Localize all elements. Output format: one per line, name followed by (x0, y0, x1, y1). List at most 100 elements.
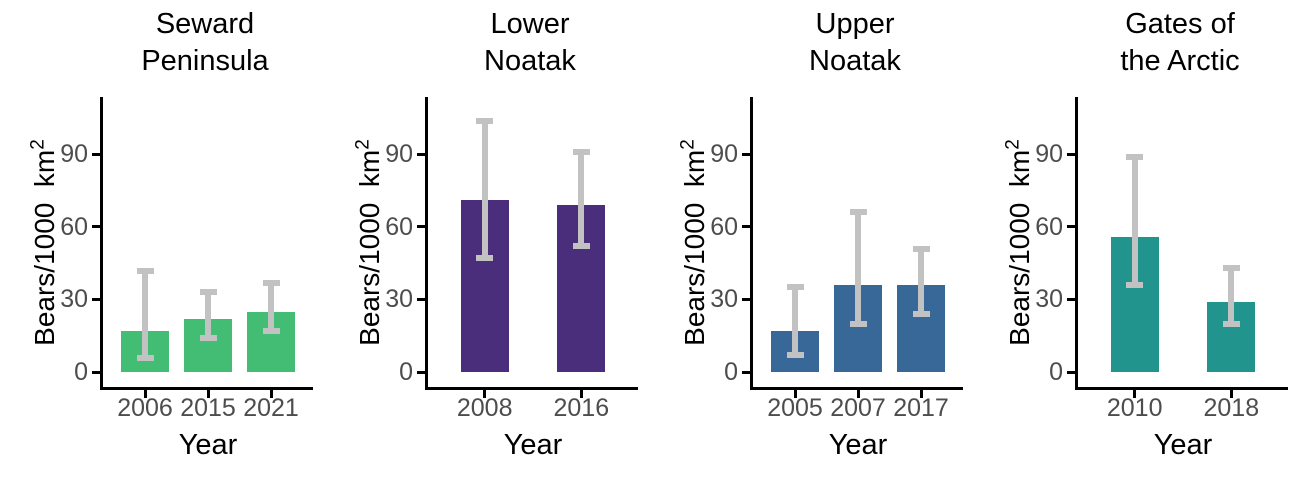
error-bar-cap-top (572, 149, 590, 156)
x-tick-labels: 2006 2015 2021 (103, 394, 313, 424)
error-bar-cap-top (262, 279, 280, 286)
panel-gates-of-the-arctic: Gates of the Arctic Bears/1000 km2 0 30 60 9… (975, 0, 1300, 478)
error-bar-stem (918, 248, 924, 314)
y-axis-tick (742, 152, 750, 156)
error-bar-stem (481, 120, 488, 259)
y-axis-tick (1067, 298, 1075, 301)
y-tick-label: 90 (710, 140, 738, 169)
y-tick-label: 0 (74, 358, 88, 386)
panel-lower-noatak: Lower Noatak Bears/1000 km2 0 30 60 90 2008 2… (325, 0, 650, 478)
y-axis-tick (742, 298, 750, 301)
x-tick-label: 2005 (767, 394, 823, 422)
panel-title-line: Peninsula (141, 45, 269, 77)
y-tick-label: 60 (710, 212, 738, 241)
y-tick-label: 0 (724, 358, 738, 386)
y-tick-label: 90 (385, 140, 413, 169)
error-bar-cap-bottom (476, 255, 494, 262)
error-bar-stem (855, 212, 861, 324)
y-axis-tick (92, 152, 100, 156)
y-axis-tick (417, 298, 425, 301)
y-tick-labels: 0 30 60 90 (975, 97, 1063, 387)
x-axis-tick (793, 390, 797, 398)
error-bar-stem (142, 270, 148, 358)
error-bar-cap-bottom (262, 327, 280, 334)
y-tick-label: 30 (710, 285, 738, 314)
panel-title-line: Gates of (1125, 8, 1235, 40)
y-tick-labels: 0 30 60 90 (650, 97, 738, 387)
plot-area (1067, 97, 1288, 398)
x-tick-label: 2015 (180, 394, 236, 422)
panel-title-line: Noatak (809, 45, 901, 77)
x-tick-label: 2018 (1203, 394, 1260, 422)
y-tick-label: 0 (399, 358, 413, 386)
y-tick-label: 30 (385, 285, 413, 314)
x-axis-tick (1229, 390, 1233, 398)
error-bar-stem (1228, 268, 1235, 324)
y-tick-label: 30 (1035, 285, 1063, 314)
x-axis-tick (483, 390, 487, 398)
y-axis-tick (92, 298, 100, 301)
error-bar-cap-bottom (912, 311, 930, 317)
error-bar-cap-top (136, 267, 154, 274)
x-tick-labels: 2005 2007 2017 (753, 394, 963, 424)
x-tick-labels: 2008 2016 (428, 394, 638, 424)
y-tick-label: 0 (1049, 358, 1063, 386)
error-bar-cap-top (1222, 265, 1240, 272)
x-axis-tick (579, 390, 583, 398)
panel-title-line: Lower (490, 8, 570, 40)
panel-title-line: the Arctic (1120, 45, 1240, 77)
error-bar-cap-top (849, 209, 867, 216)
y-axis-tick (742, 370, 750, 374)
x-axis-tick (856, 390, 860, 398)
y-axis-tick (417, 225, 425, 229)
panel-title-line: Noatak (484, 45, 576, 77)
x-tick-label: 2017 (893, 394, 949, 422)
error-bar-cap-top (476, 117, 494, 124)
plot-area (742, 97, 963, 398)
x-axis-title: Year (178, 429, 238, 461)
x-axis-title: Year (1153, 429, 1213, 461)
y-axis-tick (417, 152, 425, 156)
error-bar-cap-top (786, 284, 804, 291)
x-tick-label: 2021 (243, 394, 299, 422)
y-tick-label: 90 (1035, 140, 1063, 169)
panel-seward-peninsula: Seward Peninsula Bears/1000 km2 0 30 60 90 2… (0, 0, 325, 478)
error-bar-cap-bottom (849, 320, 867, 327)
panel-title-line: Upper (815, 8, 895, 40)
error-bar-stem (1131, 156, 1138, 285)
x-axis-tick (919, 390, 923, 398)
error-bar-cap-bottom (199, 335, 217, 342)
error-bar-stem (268, 282, 274, 331)
x-tick-label: 2007 (830, 394, 886, 422)
x-axis-tick (1133, 390, 1137, 398)
y-tick-label: 60 (385, 212, 413, 241)
x-tick-label: 2016 (553, 394, 610, 422)
error-bar-cap-top (199, 289, 217, 296)
error-bar-cap-bottom (572, 243, 590, 250)
y-tick-label: 90 (60, 140, 88, 169)
y-tick-label: 60 (1035, 212, 1063, 241)
x-axis-title: Year (503, 429, 563, 461)
panel-title: Seward Peninsula (95, 6, 315, 80)
error-bar-stem (578, 152, 585, 247)
y-axis-tick (1067, 225, 1075, 229)
y-axis-tick (742, 225, 750, 229)
x-axis-tick (206, 390, 210, 398)
error-bar-cap-bottom (1222, 320, 1240, 327)
panel-title-line: Seward (155, 8, 255, 40)
panel-upper-noatak: Upper Noatak Bears/1000 km2 0 30 60 90 2005 2… (650, 0, 975, 478)
y-tick-label: 60 (60, 212, 88, 241)
error-bar-cap-bottom (136, 354, 154, 361)
error-bar-cap-bottom (1126, 282, 1144, 288)
x-tick-label: 2006 (117, 394, 173, 422)
panel-title: Lower Noatak (420, 6, 640, 80)
y-tick-labels: 0 30 60 90 (0, 97, 88, 387)
x-axis-title: Year (828, 429, 888, 461)
x-tick-label: 2010 (1106, 394, 1163, 422)
error-bar-cap-top (912, 245, 930, 252)
x-tick-label: 2008 (456, 394, 513, 422)
error-bar-cap-bottom (786, 352, 804, 359)
y-axis-tick (1067, 370, 1075, 374)
y-axis-tick (417, 370, 425, 374)
